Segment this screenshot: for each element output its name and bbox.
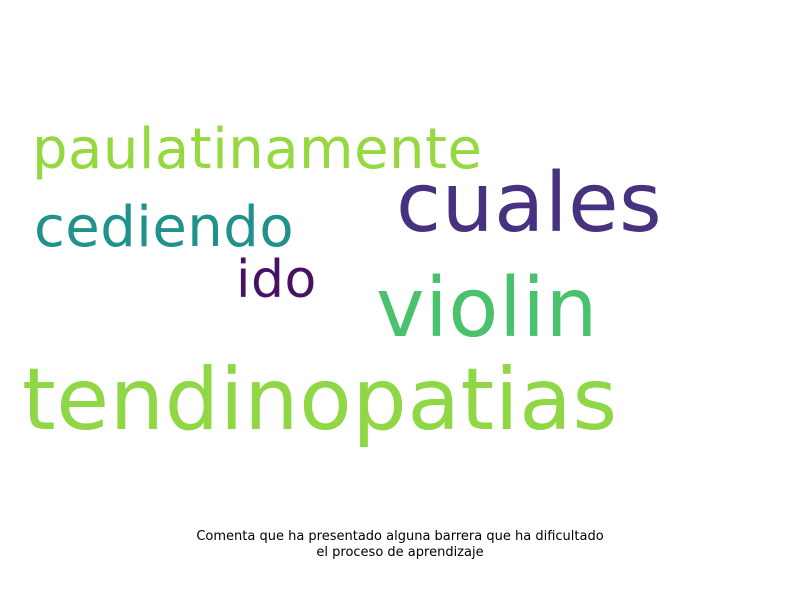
word-ido: ido [236, 250, 317, 310]
caption-line-1: Comenta que ha presentado alguna barrera… [196, 529, 604, 544]
word-violin: violin [376, 261, 599, 356]
caption: Comenta que ha presentado alguna barrera… [0, 529, 800, 561]
word-cediendo: cediendo [34, 195, 295, 260]
word-tendinopatias: tendinopatias [22, 350, 618, 450]
word-cuales: cuales [396, 156, 663, 251]
word-paulatinamente: paulatinamente [32, 117, 483, 182]
caption-line-2: el proceso de aprendizaje [316, 545, 484, 560]
